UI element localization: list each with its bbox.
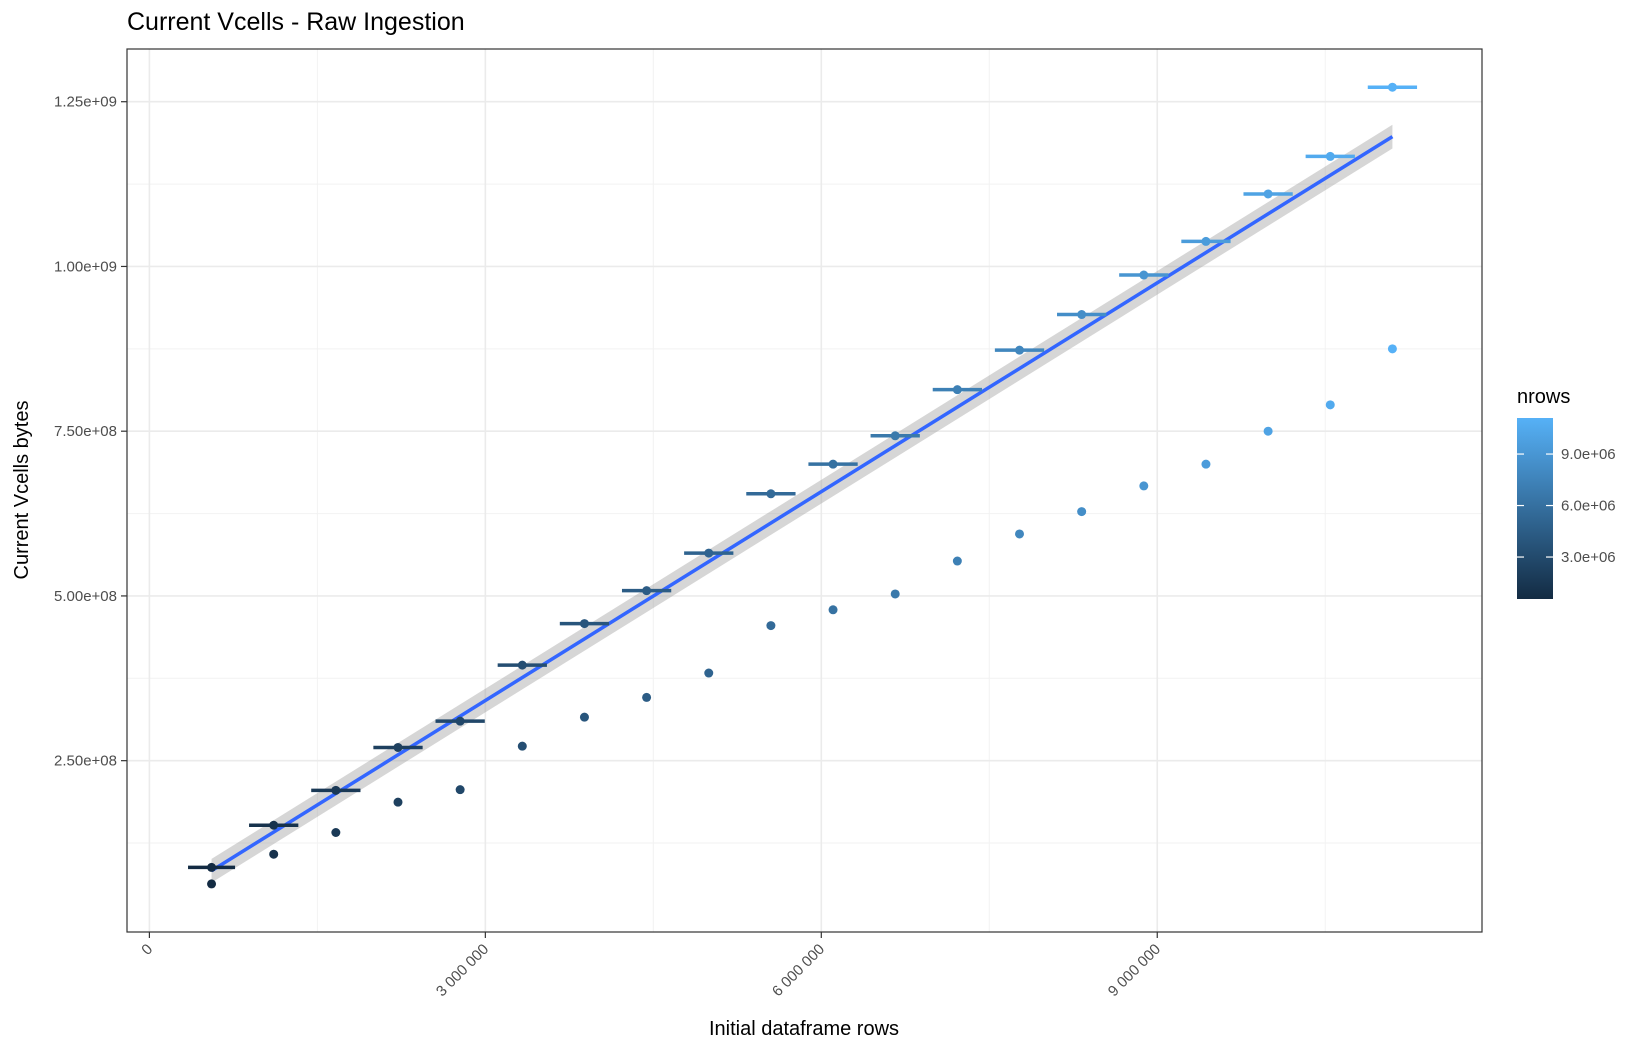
data-point-peak	[331, 785, 341, 795]
data-point-peak	[828, 459, 838, 469]
data-point-peak	[1201, 236, 1211, 246]
y-tick-label: 2.50e+08	[54, 753, 117, 770]
data-point-peak	[517, 660, 527, 670]
x-tick-label: 3 000 000	[433, 941, 492, 1000]
data-point-peak	[393, 742, 403, 752]
chart-title: Current Vcells - Raw Ingestion	[127, 8, 465, 36]
y-axis-title: Current Vcells bytes	[11, 401, 33, 580]
data-point-peak	[207, 862, 217, 872]
data-point-current	[1015, 529, 1025, 539]
y-tick-label: 7.50e+08	[54, 423, 117, 440]
legend-ticks: 3.0e+06 6.0e+06 9.0e+06	[1517, 446, 1616, 566]
y-tick-label: 5.00e+08	[54, 588, 117, 605]
data-point-peak	[1263, 189, 1273, 199]
data-point-peak	[766, 489, 776, 499]
data-point-current	[828, 605, 838, 615]
data-point-peak	[952, 385, 962, 395]
data-point-current	[269, 849, 279, 859]
legend-tick-label: 9.0e+06	[1561, 446, 1616, 463]
legend-tick-label: 3.0e+06	[1561, 549, 1616, 566]
data-point-current	[766, 621, 776, 631]
data-point-current	[331, 827, 341, 837]
grid-major	[127, 49, 1482, 932]
data-point-current	[704, 668, 714, 678]
data-point-current	[1263, 426, 1273, 436]
data-point-current	[579, 712, 589, 722]
data-point-peak	[1015, 345, 1025, 355]
data-point-current	[890, 589, 900, 599]
legend-tick-label: 6.0e+06	[1561, 498, 1616, 515]
plot-border	[126, 48, 1483, 933]
data-point-current	[517, 741, 527, 751]
data-point-current	[1139, 481, 1149, 491]
data-point-peak	[579, 619, 589, 629]
data-point-current	[642, 692, 652, 702]
legend-colorbar	[1517, 418, 1553, 599]
data-point-peak	[1077, 310, 1087, 320]
x-axis: 0 3 000 000 6 000 000 9 000 000	[138, 932, 1164, 1000]
y-tick-label: 1.00e+09	[54, 258, 117, 275]
data-point-current	[1325, 400, 1335, 410]
data-point-current	[1077, 507, 1087, 517]
data-point-peak	[890, 431, 900, 441]
data-point-peak	[1139, 270, 1149, 280]
data-point-current	[455, 785, 465, 795]
legend: nrows 3.0e+06 6.0e+06 9.0e+06	[1517, 386, 1616, 599]
x-axis-title: Initial dataframe rows	[709, 1018, 899, 1040]
data-point-current	[393, 797, 403, 807]
data-point-current	[1387, 344, 1397, 354]
x-tick-label: 9 000 000	[1105, 941, 1164, 1000]
data-point-current	[1201, 459, 1211, 469]
x-tick-label: 0	[138, 941, 156, 959]
y-tick-label: 1.25e+09	[54, 94, 117, 111]
data-point-peak	[704, 548, 714, 558]
data-point-current	[952, 556, 962, 566]
data-point-peak	[269, 820, 279, 830]
data-point-current	[207, 879, 217, 889]
legend-title: nrows	[1517, 386, 1570, 408]
data-point-peak	[1387, 82, 1397, 92]
data-point-peak	[642, 586, 652, 596]
grid-minor	[127, 49, 1482, 932]
data-point-peak	[1325, 151, 1335, 161]
y-axis: 2.50e+08 5.00e+08 7.50e+08 1.00e+09 1.25e+09	[54, 94, 127, 770]
points-layer	[207, 82, 1397, 889]
x-tick-label: 6 000 000	[769, 941, 828, 1000]
data-point-peak	[455, 716, 465, 726]
